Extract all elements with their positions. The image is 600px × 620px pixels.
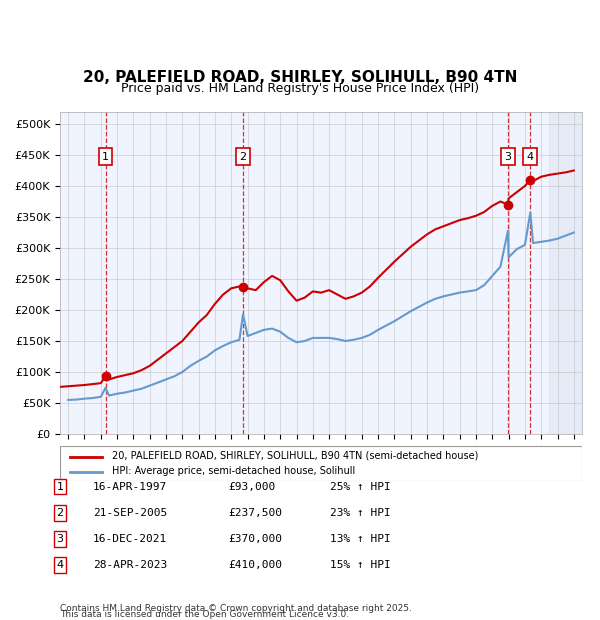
Text: 28-APR-2023: 28-APR-2023 bbox=[93, 560, 167, 570]
Text: 2: 2 bbox=[239, 152, 247, 162]
Text: 20, PALEFIELD ROAD, SHIRLEY, SOLIHULL, B90 4TN: 20, PALEFIELD ROAD, SHIRLEY, SOLIHULL, B… bbox=[83, 70, 517, 85]
Text: 23% ↑ HPI: 23% ↑ HPI bbox=[330, 508, 391, 518]
Text: £410,000: £410,000 bbox=[228, 560, 282, 570]
Text: 25% ↑ HPI: 25% ↑ HPI bbox=[330, 482, 391, 492]
Text: 13% ↑ HPI: 13% ↑ HPI bbox=[330, 534, 391, 544]
Text: 2: 2 bbox=[56, 508, 64, 518]
Text: Price paid vs. HM Land Registry's House Price Index (HPI): Price paid vs. HM Land Registry's House … bbox=[121, 82, 479, 95]
Text: £370,000: £370,000 bbox=[228, 534, 282, 544]
Text: 16-APR-1997: 16-APR-1997 bbox=[93, 482, 167, 492]
Text: 20, PALEFIELD ROAD, SHIRLEY, SOLIHULL, B90 4TN (semi-detached house): 20, PALEFIELD ROAD, SHIRLEY, SOLIHULL, B… bbox=[112, 451, 479, 461]
Text: 16-DEC-2021: 16-DEC-2021 bbox=[93, 534, 167, 544]
Text: Contains HM Land Registry data © Crown copyright and database right 2025.: Contains HM Land Registry data © Crown c… bbox=[60, 603, 412, 613]
Text: 3: 3 bbox=[505, 152, 511, 162]
Text: £93,000: £93,000 bbox=[228, 482, 275, 492]
Text: 21-SEP-2005: 21-SEP-2005 bbox=[93, 508, 167, 518]
Text: 1: 1 bbox=[56, 482, 64, 492]
FancyBboxPatch shape bbox=[60, 446, 582, 480]
Text: 15% ↑ HPI: 15% ↑ HPI bbox=[330, 560, 391, 570]
Text: 4: 4 bbox=[527, 152, 534, 162]
Bar bbox=[550, 112, 582, 434]
Text: £237,500: £237,500 bbox=[228, 508, 282, 518]
Text: This data is licensed under the Open Government Licence v3.0.: This data is licensed under the Open Gov… bbox=[60, 609, 349, 619]
Text: 1: 1 bbox=[102, 152, 109, 162]
Text: 4: 4 bbox=[56, 560, 64, 570]
Text: 3: 3 bbox=[56, 534, 64, 544]
Text: HPI: Average price, semi-detached house, Solihull: HPI: Average price, semi-detached house,… bbox=[112, 466, 355, 476]
